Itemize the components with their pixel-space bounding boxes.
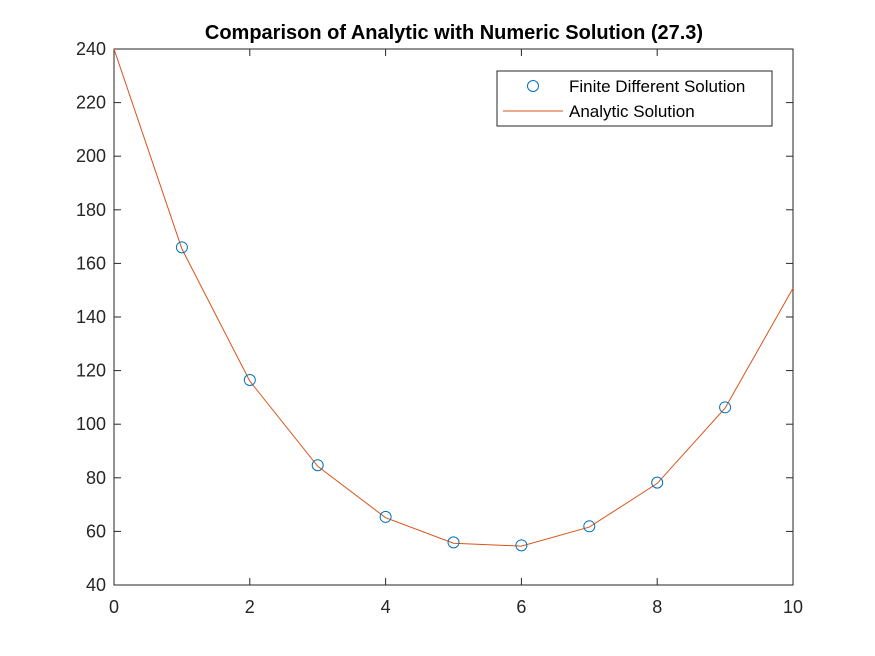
x-axis: 0 2 4 6 8 10 — [109, 49, 803, 617]
axes — [113, 48, 794, 586]
x-tick-label: 0 — [109, 597, 119, 617]
y-axis: 40 60 80 100 120 140 160 180 200 220 240 — [76, 39, 793, 595]
legend-label: Finite Different Solution — [569, 77, 745, 96]
y-tick-label: 120 — [76, 361, 106, 381]
x-tick-label: 8 — [652, 597, 662, 617]
y-tick-label: 100 — [76, 414, 106, 434]
y-tick-label: 40 — [86, 575, 106, 595]
legend-marker-circle — [527, 80, 539, 92]
finite-difference-point — [175, 241, 188, 254]
y-tick-label: 200 — [76, 146, 106, 166]
finite-difference-point — [243, 373, 256, 386]
finite-difference-point — [651, 476, 664, 489]
y-tick-label: 140 — [76, 307, 106, 327]
legend-label: Analytic Solution — [569, 102, 695, 121]
y-tick-label: 60 — [86, 521, 106, 541]
x-tick-label: 10 — [783, 597, 803, 617]
y-tick-label: 80 — [86, 468, 106, 488]
y-tick-label: 220 — [76, 93, 106, 113]
finite-difference-point — [379, 510, 392, 523]
x-tick-label: 2 — [245, 597, 255, 617]
y-tick-label: 240 — [76, 39, 106, 59]
x-tick-label: 6 — [516, 597, 526, 617]
x-tick-label: 4 — [381, 597, 391, 617]
chart-title: Comparison of Analytic with Numeric Solu… — [205, 22, 703, 44]
axes-frame — [113, 48, 794, 586]
analytic-solution-line — [113, 48, 794, 547]
legend: Finite Different Solution Analytic Soluti… — [496, 70, 773, 127]
finite-difference-point — [583, 520, 596, 533]
finite-difference-point — [515, 539, 528, 552]
y-tick-label: 180 — [76, 200, 106, 220]
plot-area — [113, 48, 794, 552]
legend-box — [496, 70, 773, 127]
finite-difference-point — [447, 536, 460, 549]
finite-difference-point — [311, 459, 324, 472]
y-tick-label: 160 — [76, 253, 106, 273]
finite-difference-point — [719, 401, 732, 414]
